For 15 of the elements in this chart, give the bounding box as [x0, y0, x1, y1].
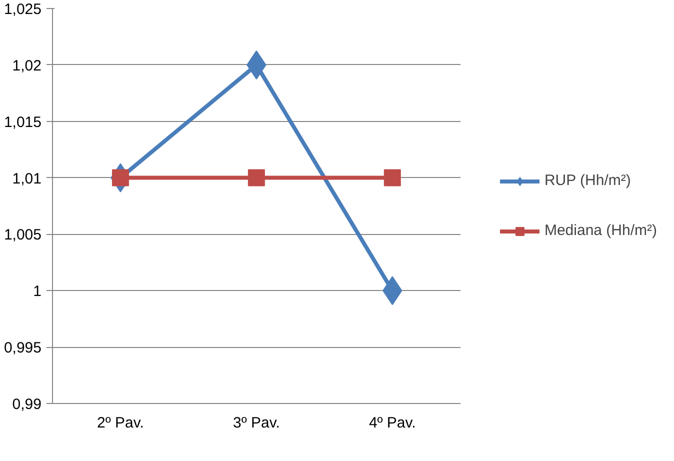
y-tick-label: 1	[33, 283, 42, 300]
legend-label: Mediana (Hh/m²)	[544, 222, 657, 239]
legend-label: RUP (Hh/m²)	[544, 172, 631, 189]
y-tick-label: 1,005	[4, 226, 42, 244]
y-tick-label: 1,015	[4, 114, 42, 131]
point	[384, 169, 401, 186]
y-tick-label: 0,995	[4, 340, 42, 357]
x-tick-label: 2º Pav.	[97, 414, 144, 432]
y-tick-label: 1,025	[4, 1, 42, 18]
y-tick-label: 0,99	[12, 396, 42, 413]
x-tick-label: 4º Pav.	[368, 414, 416, 432]
point	[248, 169, 265, 186]
y-tick-label: 1,02	[12, 57, 42, 74]
y-tick-label: 1,01	[12, 170, 42, 188]
x-tick-label: 3º Pav.	[232, 414, 280, 432]
